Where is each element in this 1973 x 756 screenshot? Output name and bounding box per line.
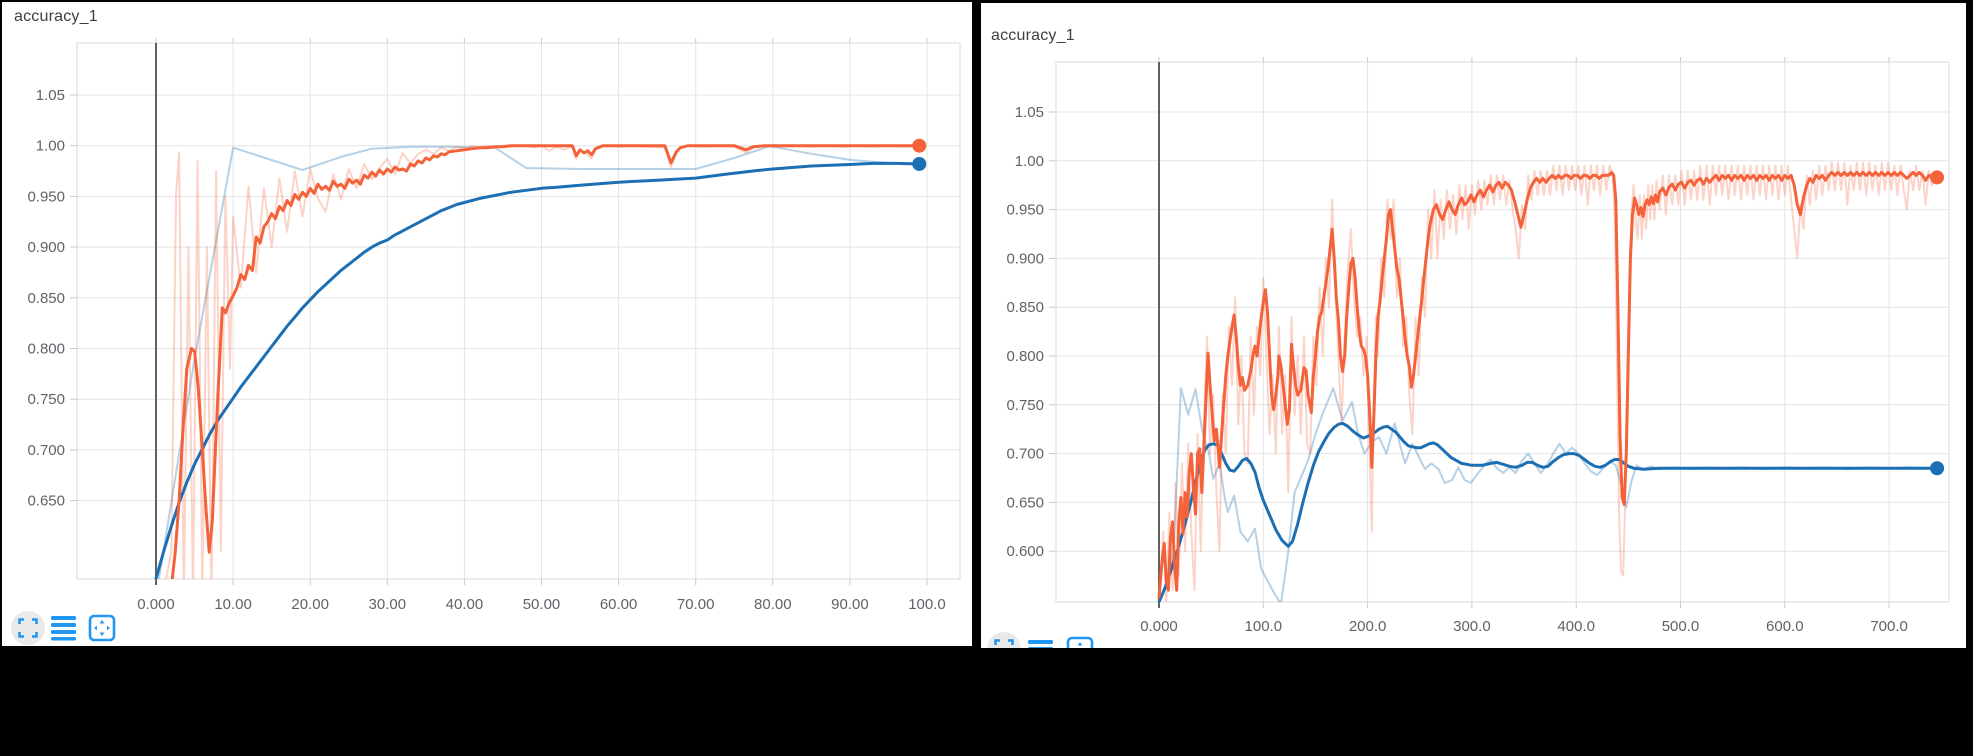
series-raw-blue xyxy=(1158,387,1939,602)
y-tick-label: 1.00 xyxy=(36,138,65,155)
x-tick-label: 200.0 xyxy=(1349,618,1387,635)
y-tick-label: 0.850 xyxy=(27,290,65,307)
x-tick-label: 30.00 xyxy=(369,596,407,613)
tick-labels: 0.000 10.00 20.00 30.00 40.00 50.00 60.00 70.00… xyxy=(27,87,945,613)
series-lines xyxy=(154,144,921,579)
log-axis-icon[interactable] xyxy=(51,615,76,641)
x-tick-label: 100.0 xyxy=(1245,618,1283,635)
chart-card-left: accuracy_1 0.000 10.00 20.00 30.00 40.00 50.0… xyxy=(2,2,972,646)
x-tick-label: 600.0 xyxy=(1766,618,1804,635)
chart-title: accuracy_1 xyxy=(14,8,98,25)
series-raw-blue xyxy=(157,145,921,579)
x-tick-label: 50.00 xyxy=(523,596,561,613)
scalar-chart-canvas[interactable]: 0.000 10.00 20.00 30.00 40.00 50.00 60.00 70.00… xyxy=(2,2,972,646)
series-smoothed-orange xyxy=(170,144,921,579)
y-tick-label: 1.05 xyxy=(1015,104,1044,121)
y-tick-label: 0.800 xyxy=(27,341,65,358)
series-smoothed-blue xyxy=(154,161,921,579)
x-tick-label: 20.00 xyxy=(291,596,329,613)
y-tick-label: 0.800 xyxy=(1006,348,1044,365)
x-tick-label: 10.00 xyxy=(214,596,252,613)
series-smoothed-blue xyxy=(1157,421,1939,602)
series-end-dots xyxy=(912,138,927,171)
y-tick-label: 1.05 xyxy=(36,87,65,104)
tick-labels: 0.000 100.0 200.0 300.0 400.0 500.0 600.0 700.0… xyxy=(1006,104,1907,635)
y-tick-label: 1.00 xyxy=(1015,153,1044,170)
scalar-chart-canvas[interactable]: 0.000 100.0 200.0 300.0 400.0 500.0 600.0 700.0… xyxy=(981,3,1966,648)
y-tick-label: 0.600 xyxy=(1006,543,1044,560)
chart-title: accuracy_1 xyxy=(991,27,1075,44)
fullscreen-icon[interactable] xyxy=(11,611,45,645)
y-tick-label: 0.700 xyxy=(27,442,65,459)
y-tick-label: 0.650 xyxy=(27,493,65,510)
x-tick-label: 70.00 xyxy=(677,596,715,613)
x-tick-label: 300.0 xyxy=(1453,618,1491,635)
y-tick-label: 0.900 xyxy=(1006,250,1044,267)
x-tick-label: 40.00 xyxy=(446,596,484,613)
series-lines xyxy=(1157,161,1939,602)
chart-card-right: accuracy_1 0.000 100.0 200.0 300.0 400.0 500.… xyxy=(981,3,1966,648)
x-tick-label: 700.0 xyxy=(1870,618,1908,635)
y-tick-label: 0.750 xyxy=(1006,397,1044,414)
x-tick-label: 500.0 xyxy=(1662,618,1700,635)
y-tick-label: 0.850 xyxy=(1006,299,1044,316)
plot-border xyxy=(1055,61,1950,603)
y-tick-label: 0.950 xyxy=(27,188,65,205)
y-tick-label: 0.700 xyxy=(1006,446,1044,463)
x-tick-label: 90.00 xyxy=(831,596,869,613)
end-dot-smoothed-blue xyxy=(1930,461,1945,476)
x-tick-label: 80.00 xyxy=(754,596,792,613)
series-end-dots xyxy=(1930,170,1945,476)
x-tick-label: 100.0 xyxy=(908,596,946,613)
gridlines xyxy=(70,38,960,585)
x-tick-label: 400.0 xyxy=(1557,618,1595,635)
x-tick-label: 60.00 xyxy=(600,596,638,613)
x-tick-label: 0.000 xyxy=(137,596,175,613)
log-axis-icon[interactable] xyxy=(1028,639,1053,648)
x-tick-label: 0.000 xyxy=(1140,618,1178,635)
end-dot-smoothed-orange xyxy=(912,138,927,153)
y-tick-label: 0.650 xyxy=(1006,494,1044,511)
plot-border xyxy=(76,42,961,580)
fit-range-icon[interactable] xyxy=(1066,636,1094,648)
fit-range-icon[interactable] xyxy=(88,614,116,642)
y-tick-label: 0.900 xyxy=(27,239,65,256)
end-dot-smoothed-blue xyxy=(912,156,927,171)
fullscreen-icon[interactable] xyxy=(987,632,1021,648)
y-tick-label: 0.750 xyxy=(27,391,65,408)
series-smoothed-orange xyxy=(1157,171,1939,599)
y-tick-label: 0.950 xyxy=(1006,202,1044,219)
end-dot-smoothed-orange xyxy=(1930,170,1945,185)
